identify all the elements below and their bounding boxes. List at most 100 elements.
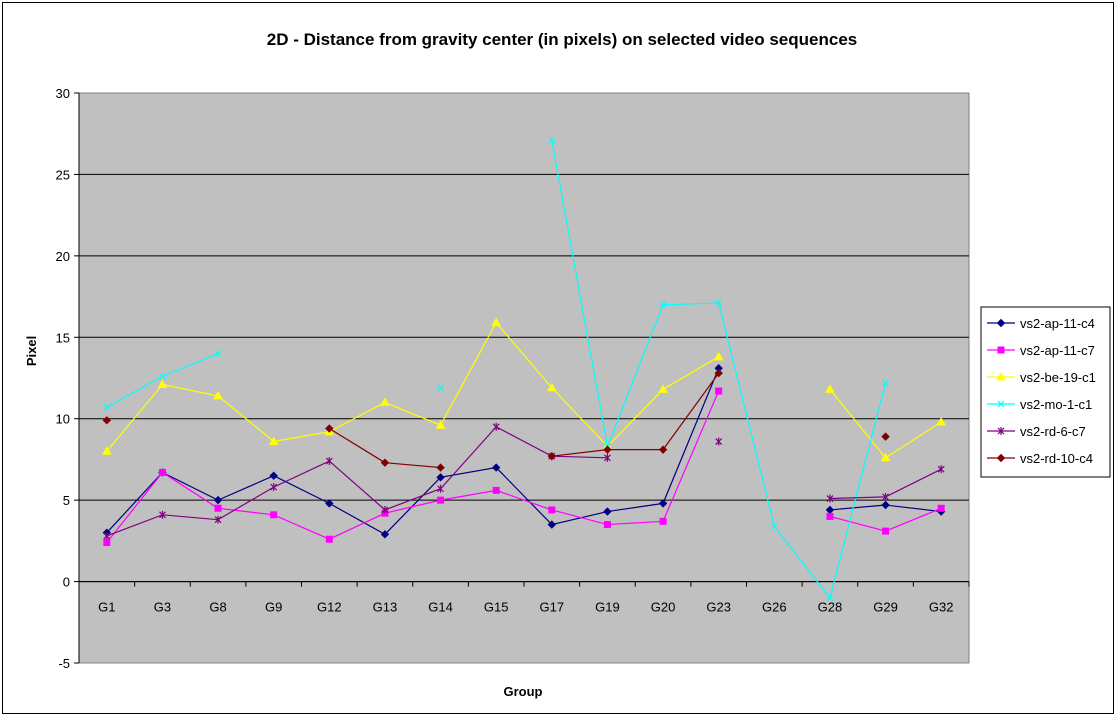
legend-item: vs2-be-19-c1 [987, 370, 1096, 385]
series-line [106, 390, 720, 543]
data-point [714, 368, 723, 378]
data-point [491, 463, 501, 472]
data-point [881, 500, 890, 510]
legend: vs2-ap-11-c4 vs2-ap-11-c7 vs2-be-19-c1 vs2-… [980, 306, 1111, 478]
legend-item: vs2-mo-1-c1 [987, 397, 1092, 412]
data-point-stroke [548, 136, 556, 144]
legend-items: vs2-ap-11-c4 vs2-ap-11-c7 vs2-be-19-c1 vs2-… [987, 316, 1096, 466]
data-point-stroke [103, 403, 111, 411]
legend-marker [996, 453, 1006, 463]
series-line [106, 426, 608, 537]
data-point [270, 483, 278, 492]
x-tick-label: G20 [651, 600, 676, 615]
legend-item: vs2-rd-6-c7 [987, 424, 1086, 439]
data-point [492, 422, 500, 431]
data-point [826, 494, 834, 503]
series-vs2-be-19-c1 [101, 317, 947, 462]
data-point [214, 504, 222, 512]
y-tick-label: 0 [63, 575, 70, 590]
legend-marker [997, 400, 1005, 408]
data-point [325, 457, 333, 466]
data-point [659, 517, 667, 525]
data-point [158, 468, 166, 476]
legend-item: vs2-rd-10-c4 [987, 451, 1093, 466]
legend-label: vs2-ap-11-c4 [1020, 316, 1095, 331]
series-line [551, 372, 720, 457]
legend-label: vs2-mo-1-c1 [1020, 397, 1092, 412]
data-point-stroke [715, 299, 723, 307]
legend-marker [997, 427, 1005, 435]
data-point [882, 379, 889, 387]
x-tick-label: G3 [154, 600, 171, 615]
legend-label: vs2-ap-11-c7 [1020, 343, 1095, 358]
y-tick-label: 5 [63, 493, 70, 508]
data-point [659, 301, 667, 309]
data-point [325, 424, 334, 433]
series-line [106, 321, 719, 452]
y-tick-label: 15 [56, 330, 70, 345]
data-point [159, 510, 166, 519]
y-tick-label: 10 [56, 412, 70, 427]
data-point [603, 521, 611, 529]
data-point [658, 445, 668, 454]
data-point [270, 511, 278, 519]
data-point [603, 445, 612, 454]
data-point [547, 520, 557, 529]
data-point [269, 471, 278, 480]
data-point [436, 473, 445, 482]
data-point [380, 458, 390, 467]
data-point [268, 436, 279, 446]
data-point [715, 299, 723, 307]
data-point [325, 535, 333, 543]
legend-marker [996, 318, 1006, 328]
data-point [547, 451, 557, 461]
legend-label: vs2-rd-6-c7 [1020, 424, 1086, 439]
x-tick-label: G8 [209, 600, 226, 615]
data-point [325, 499, 334, 508]
x-tick-label: G32 [929, 600, 954, 615]
data-point [437, 484, 444, 493]
x-tick-label: G26 [762, 600, 787, 615]
data-point [435, 420, 446, 429]
data-point [491, 317, 502, 327]
x-tick-label: G14 [428, 600, 453, 615]
data-point [214, 515, 222, 524]
data-point [882, 492, 889, 501]
y-tick-label: 20 [56, 249, 70, 264]
data-point [937, 465, 945, 474]
series-layer [101, 136, 947, 602]
legend-marker [997, 346, 1005, 354]
data-point [546, 382, 557, 392]
data-point [213, 390, 223, 400]
x-tick-label: G19 [595, 600, 620, 615]
x-tick-label: G28 [818, 600, 843, 615]
legend-item: vs2-ap-11-c7 [987, 343, 1095, 358]
data-point-stroke [882, 379, 889, 387]
y-tick-label: 25 [56, 167, 70, 182]
data-point [826, 512, 834, 520]
data-point [604, 453, 611, 462]
gridlines [78, 93, 969, 663]
data-point [159, 372, 166, 380]
data-point [936, 416, 947, 426]
data-point [103, 538, 111, 546]
data-point [770, 522, 778, 530]
data-point [437, 496, 445, 504]
data-point [715, 387, 723, 395]
data-point-stroke [826, 594, 834, 602]
x-tick-label: G29 [873, 600, 898, 615]
data-point [214, 350, 222, 357]
data-point [436, 463, 445, 472]
data-point [380, 530, 390, 539]
data-point-stroke [659, 301, 667, 309]
data-point [103, 531, 111, 540]
data-point [825, 384, 835, 393]
data-point [880, 452, 891, 462]
data-point [826, 594, 834, 602]
x-tick-label: G15 [484, 600, 509, 615]
y-tick-label: 30 [56, 86, 70, 101]
data-point [103, 403, 111, 411]
data-point [882, 527, 890, 535]
y-axis-title: Pixel [24, 336, 39, 366]
